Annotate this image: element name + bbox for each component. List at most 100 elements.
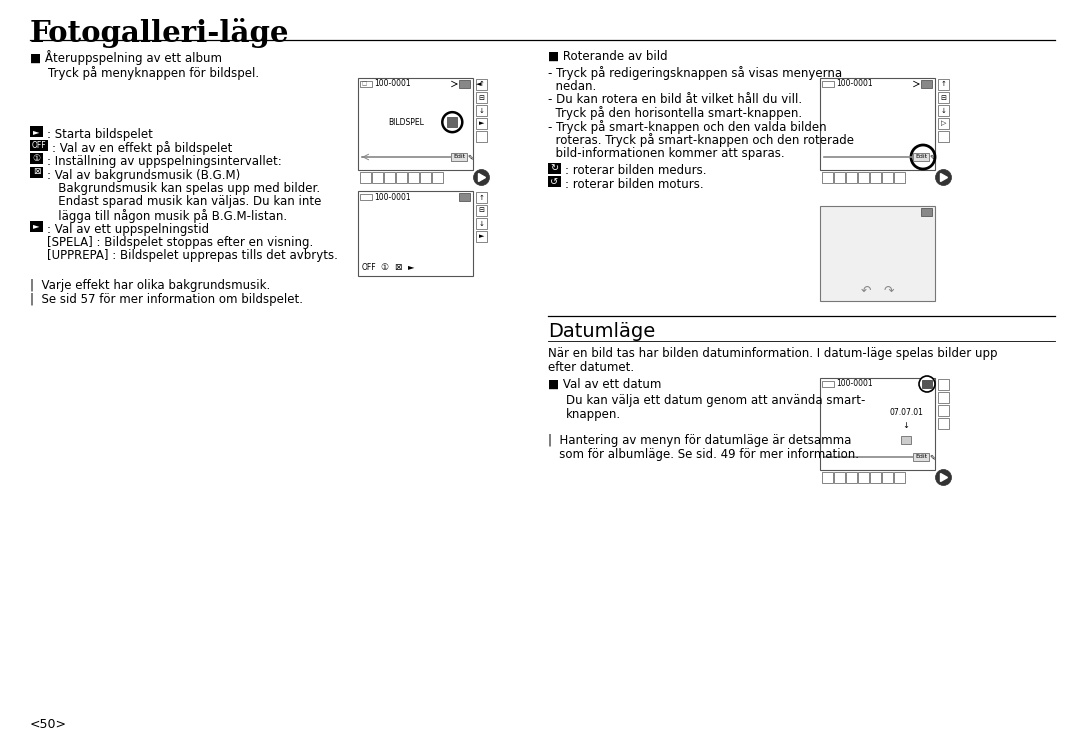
FancyBboxPatch shape xyxy=(476,131,487,142)
Polygon shape xyxy=(941,174,947,181)
FancyBboxPatch shape xyxy=(360,172,372,183)
FancyBboxPatch shape xyxy=(30,166,43,178)
FancyBboxPatch shape xyxy=(384,172,395,183)
Text: ↓: ↓ xyxy=(478,221,485,227)
Text: 100-0001: 100-0001 xyxy=(374,80,410,89)
FancyBboxPatch shape xyxy=(882,172,893,183)
Text: 07.07.01: 07.07.01 xyxy=(889,409,923,418)
FancyBboxPatch shape xyxy=(921,80,932,88)
FancyBboxPatch shape xyxy=(834,472,845,483)
FancyBboxPatch shape xyxy=(548,176,561,187)
Text: ↻: ↻ xyxy=(551,163,558,173)
Text: efter datumet.: efter datumet. xyxy=(548,361,634,374)
Text: Endast sparad musik kan väljas. Du kan inte: Endast sparad musik kan väljas. Du kan i… xyxy=(48,195,322,208)
Text: Fotogalleri-läge: Fotogalleri-läge xyxy=(30,18,289,48)
FancyBboxPatch shape xyxy=(420,172,431,183)
Text: [SPELA] : Bildspelet stoppas efter en visning.: [SPELA] : Bildspelet stoppas efter en vi… xyxy=(48,236,313,249)
Text: ►: ► xyxy=(478,121,484,127)
Circle shape xyxy=(935,169,951,186)
Text: □: □ xyxy=(361,81,366,86)
Text: : Val av bakgrundsmusik (B.G.M): : Val av bakgrundsmusik (B.G.M) xyxy=(48,169,240,181)
FancyBboxPatch shape xyxy=(476,118,487,129)
FancyBboxPatch shape xyxy=(476,218,487,229)
Circle shape xyxy=(912,145,935,169)
FancyBboxPatch shape xyxy=(913,153,929,161)
FancyBboxPatch shape xyxy=(939,92,949,103)
Text: ↷: ↷ xyxy=(883,284,894,298)
FancyBboxPatch shape xyxy=(921,208,932,216)
FancyBboxPatch shape xyxy=(822,381,834,387)
Text: Edit: Edit xyxy=(915,454,927,460)
FancyBboxPatch shape xyxy=(939,105,949,116)
FancyBboxPatch shape xyxy=(834,172,845,183)
Text: lägga till någon musik på B.G.M-listan.: lägga till någon musik på B.G.M-listan. xyxy=(48,209,287,223)
FancyBboxPatch shape xyxy=(820,206,935,301)
Text: : Inställning av uppspelningsintervallet:: : Inställning av uppspelningsintervallet… xyxy=(48,155,282,168)
Text: Edit: Edit xyxy=(453,154,465,160)
FancyBboxPatch shape xyxy=(913,453,929,461)
Text: : roterar bilden medurs.: : roterar bilden medurs. xyxy=(565,165,706,178)
Text: 100-0001: 100-0001 xyxy=(836,380,873,389)
FancyBboxPatch shape xyxy=(894,472,905,483)
Text: Du kan välja ett datum genom att använda smart-: Du kan välja ett datum genom att använda… xyxy=(566,394,865,407)
Text: <50>: <50> xyxy=(30,718,67,731)
FancyBboxPatch shape xyxy=(447,117,457,127)
FancyBboxPatch shape xyxy=(30,221,43,231)
FancyBboxPatch shape xyxy=(432,172,443,183)
FancyBboxPatch shape xyxy=(476,231,487,242)
Circle shape xyxy=(473,169,489,186)
Text: |  Varje effekt har olika bakgrundsmusik.: | Varje effekt har olika bakgrundsmusik. xyxy=(30,279,270,292)
FancyBboxPatch shape xyxy=(846,472,858,483)
Text: - Tryck på redigeringsknappen så visas menyerna: - Tryck på redigeringsknappen så visas m… xyxy=(548,66,842,80)
Text: Bakgrundsmusik kan spelas upp med bilder.: Bakgrundsmusik kan spelas upp med bilder… xyxy=(48,182,320,195)
Text: |  Hantering av menyn för datumläge är detsamma: | Hantering av menyn för datumläge är de… xyxy=(548,434,851,447)
Text: - Tryck på smart-knappen och den valda bilden: - Tryck på smart-knappen och den valda b… xyxy=(548,120,826,134)
FancyBboxPatch shape xyxy=(30,126,43,137)
Text: : Val av ett uppspelningstid: : Val av ett uppspelningstid xyxy=(48,222,210,236)
Text: ■ Val av ett datum: ■ Val av ett datum xyxy=(548,378,661,391)
Text: ■ Roterande av bild: ■ Roterande av bild xyxy=(548,50,667,63)
FancyBboxPatch shape xyxy=(922,380,932,388)
Circle shape xyxy=(935,469,951,486)
FancyBboxPatch shape xyxy=(939,118,949,129)
FancyBboxPatch shape xyxy=(396,172,407,183)
FancyBboxPatch shape xyxy=(882,472,893,483)
Text: När en bild tas har bilden datuminformation. I datum-läge spelas bilder upp: När en bild tas har bilden datuminformat… xyxy=(548,347,998,360)
FancyBboxPatch shape xyxy=(451,153,467,161)
Text: ⊟: ⊟ xyxy=(941,95,946,101)
Text: : Starta bildspelet: : Starta bildspelet xyxy=(48,128,153,141)
FancyBboxPatch shape xyxy=(30,140,48,151)
Circle shape xyxy=(919,376,935,392)
FancyBboxPatch shape xyxy=(822,472,833,483)
Text: ↑: ↑ xyxy=(478,195,485,201)
Text: ↑: ↑ xyxy=(478,81,485,87)
Text: ►: ► xyxy=(33,222,40,231)
Text: 100-0001: 100-0001 xyxy=(836,80,873,89)
Text: - Du kan rotera en bild åt vilket håll du vill.: - Du kan rotera en bild åt vilket håll d… xyxy=(548,93,802,106)
Text: ▷: ▷ xyxy=(941,121,946,127)
Text: ①: ① xyxy=(380,263,388,272)
Text: ↶: ↶ xyxy=(861,284,870,298)
FancyBboxPatch shape xyxy=(408,172,419,183)
FancyBboxPatch shape xyxy=(939,418,949,429)
FancyBboxPatch shape xyxy=(894,172,905,183)
FancyBboxPatch shape xyxy=(372,172,383,183)
FancyBboxPatch shape xyxy=(822,172,833,183)
FancyBboxPatch shape xyxy=(858,472,869,483)
FancyBboxPatch shape xyxy=(476,205,487,216)
Text: 100-0001: 100-0001 xyxy=(374,192,410,201)
Text: : roterar bilden moturs.: : roterar bilden moturs. xyxy=(565,178,704,191)
FancyBboxPatch shape xyxy=(357,78,473,170)
Text: ►: ► xyxy=(33,127,40,136)
Text: : Val av en effekt på bildspelet: : Val av en effekt på bildspelet xyxy=(52,142,232,155)
Text: som för albumläge. Se sid. 49 för mer information.: som för albumläge. Se sid. 49 för mer in… xyxy=(548,448,859,461)
Text: Edit: Edit xyxy=(915,154,927,160)
FancyBboxPatch shape xyxy=(939,405,949,416)
Text: ↓: ↓ xyxy=(478,107,485,113)
Text: ⊠: ⊠ xyxy=(32,168,40,177)
Text: |  Se sid 57 för mer information om bildspelet.: | Se sid 57 för mer information om bilds… xyxy=(30,292,303,306)
FancyBboxPatch shape xyxy=(939,79,949,90)
Text: ✎: ✎ xyxy=(929,454,935,460)
FancyBboxPatch shape xyxy=(459,193,470,201)
Text: ✎: ✎ xyxy=(929,154,935,160)
